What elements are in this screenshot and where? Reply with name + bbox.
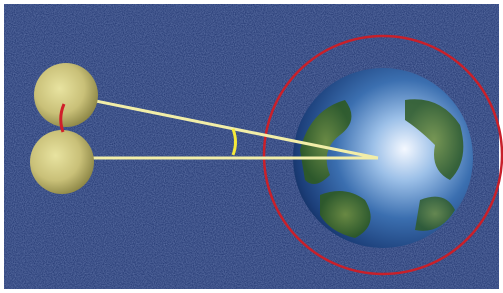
moon (30, 130, 94, 194)
illustration (0, 0, 503, 293)
page: (() => { const data = JSON.parse(documen… (0, 0, 503, 293)
moon (34, 63, 98, 127)
